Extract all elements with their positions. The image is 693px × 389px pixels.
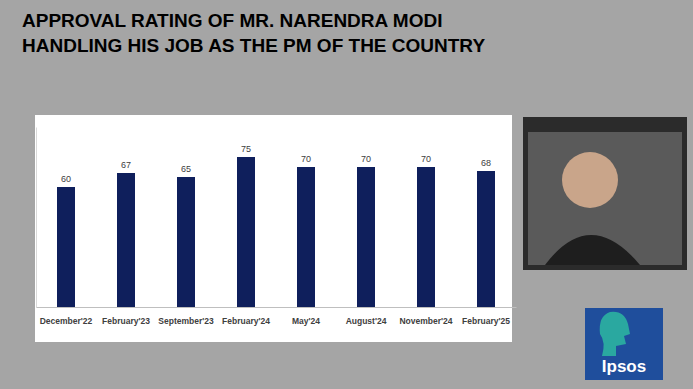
- x-tick-label: September'23: [158, 316, 214, 326]
- x-tick: February'25: [462, 316, 510, 326]
- data-label: 70: [361, 154, 371, 164]
- x-tick: August'24: [346, 316, 387, 326]
- x-tick-label: November'24: [399, 316, 452, 326]
- x-tick: November'24: [399, 316, 452, 326]
- y-axis: [36, 128, 37, 308]
- photo-placeholder: [523, 117, 687, 270]
- data-label: 70: [301, 154, 311, 164]
- x-tick: May'24: [292, 316, 320, 326]
- x-axis-line: [37, 307, 517, 308]
- bar: [297, 167, 315, 307]
- title-line: APPROVAL RATING OF MR. NARENDRA MODI: [22, 10, 442, 31]
- chart-svg: APPROVAL RATING OF MR. NARENDRA MODI HAND…: [0, 0, 693, 389]
- x-tick-label: May'24: [292, 316, 320, 326]
- title: APPROVAL RATING OF MR. NARENDRA MODI HAND…: [22, 10, 485, 56]
- photo-area: [528, 132, 682, 265]
- logo-box: [585, 308, 663, 380]
- photo-face: [562, 152, 618, 208]
- photo-body: [545, 235, 640, 265]
- bar: [117, 173, 135, 307]
- x-tick-label: February'25: [462, 316, 510, 326]
- x-tick-label: August'24: [346, 316, 387, 326]
- data-label: 75: [241, 144, 251, 154]
- bar: [477, 171, 495, 307]
- x-tick: December'22: [40, 316, 93, 326]
- x-tick-label: February'24: [222, 316, 270, 326]
- logo: Ipsos: [585, 308, 663, 380]
- logo-text: Ipsos: [602, 357, 646, 376]
- background: [0, 0, 693, 389]
- data-labels: 60 67 65 75 70 70 70 68: [61, 144, 491, 184]
- x-axis: December'22 February'23 September'23 Februa…: [37, 308, 517, 326]
- x-tick: February'24: [222, 316, 270, 326]
- data-label: 65: [181, 164, 191, 174]
- x-tick: February'23: [102, 316, 150, 326]
- photo-frame: [523, 117, 687, 270]
- bar: [177, 177, 195, 307]
- bar: [57, 187, 75, 307]
- bars: [57, 157, 495, 307]
- data-label: 67: [121, 160, 131, 170]
- data-label: 70: [421, 154, 431, 164]
- y-axis-line: [36, 128, 37, 308]
- title-line: HANDLING HIS JOB AS THE PM OF THE COUNTR…: [22, 35, 485, 56]
- bar: [357, 167, 375, 307]
- logo-icon: [600, 312, 630, 356]
- x-tick-label: December'22: [40, 316, 93, 326]
- x-tick: September'23: [158, 316, 214, 326]
- x-tick-label: February'23: [102, 316, 150, 326]
- data-label: 68: [481, 158, 491, 168]
- data-label: 60: [61, 174, 71, 184]
- bar: [417, 167, 435, 307]
- bar: [237, 157, 255, 307]
